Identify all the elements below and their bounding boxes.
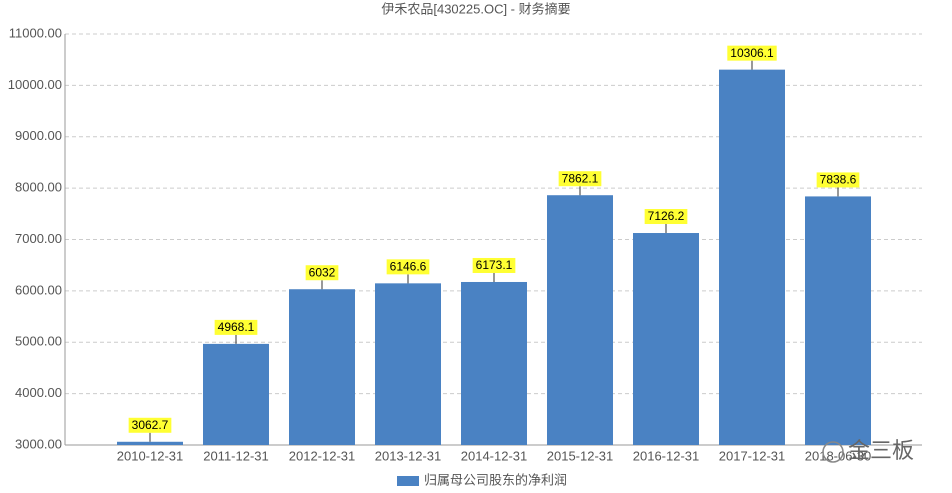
watermark: 金三板 [848, 438, 914, 463]
value-label: 10306.1 [730, 46, 774, 60]
bar [203, 343, 269, 445]
value-label-bg [214, 319, 258, 335]
value-label: 4968.1 [218, 320, 255, 334]
bar [375, 283, 441, 445]
y-tick-label: 9000.00 [15, 128, 62, 143]
value-label-bg [472, 257, 516, 273]
bar [289, 289, 355, 445]
value-label-bg [727, 45, 777, 61]
x-tick-label: 2011-12-31 [203, 448, 269, 463]
y-tick-label: 11000.00 [9, 25, 62, 40]
value-label: 6146.6 [390, 260, 427, 274]
bar [719, 69, 785, 445]
bar [805, 196, 871, 445]
watermark-icon [822, 441, 844, 463]
value-label: 7862.1 [562, 171, 599, 185]
x-tick-label: 2015-12-31 [547, 448, 614, 463]
value-label-bg [305, 265, 339, 281]
y-tick-label: 8000.00 [15, 180, 62, 195]
y-tick-label: 7000.00 [15, 231, 62, 246]
y-tick-label: 6000.00 [15, 282, 62, 297]
value-label: 6032 [309, 265, 336, 279]
value-label: 7126.2 [648, 209, 685, 223]
value-label: 6173.1 [476, 258, 513, 272]
bar [461, 281, 527, 445]
x-tick-label: 2013-12-31 [375, 448, 442, 463]
value-label-bg [644, 209, 688, 225]
y-tick-label: 3000.00 [15, 436, 62, 451]
x-tick-label: 2014-12-31 [461, 448, 528, 463]
y-tick-label: 5000.00 [15, 334, 62, 349]
y-tick-label: 4000.00 [15, 385, 62, 400]
bar [117, 441, 183, 445]
legend-label: 归属母公司股东的净利润 [424, 472, 567, 487]
x-tick-label: 2018-06-30 [805, 448, 872, 463]
value-label: 7838.6 [820, 173, 857, 187]
value-label: 3062.7 [132, 418, 169, 432]
value-label-bg [558, 171, 602, 187]
bar [633, 233, 699, 445]
x-tick-label: 2017-12-31 [719, 448, 786, 463]
x-tick-label: 2016-12-31 [633, 448, 700, 463]
value-label-bg [386, 259, 430, 275]
chart-title: 伊禾农品[430225.OC] - 财务摘要 [381, 1, 570, 16]
legend-swatch [397, 476, 419, 486]
y-tick-label: 10000.00 [8, 77, 62, 92]
value-label-bg [816, 172, 860, 188]
bar [547, 195, 613, 445]
x-tick-label: 2012-12-31 [289, 448, 356, 463]
x-tick-label: 2010-12-31 [117, 448, 184, 463]
value-label-bg [128, 417, 172, 433]
